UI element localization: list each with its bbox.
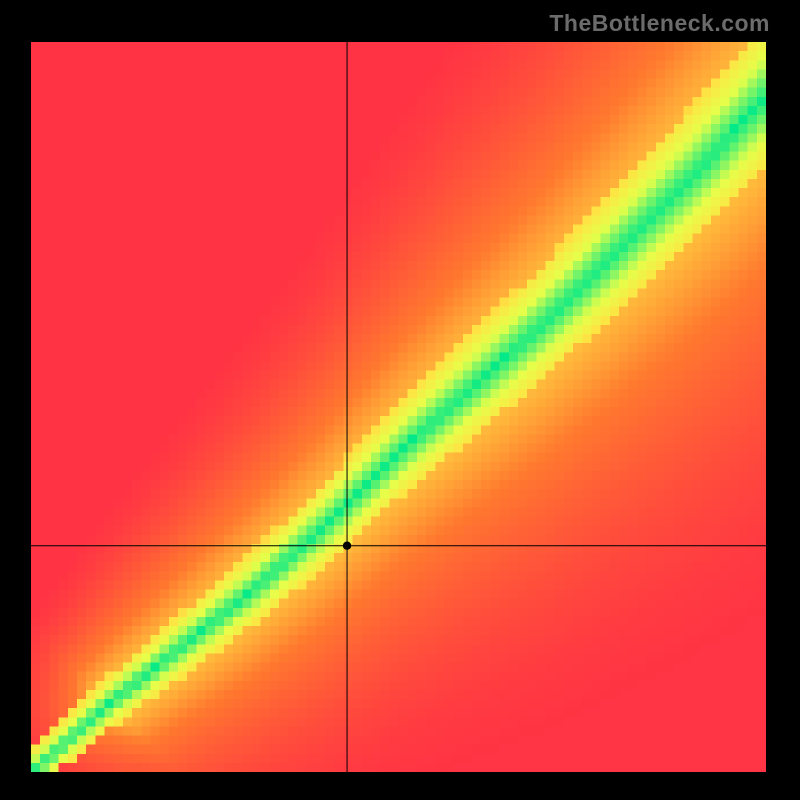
crosshair-marker: [343, 542, 351, 550]
watermark-text: TheBottleneck.com: [549, 10, 770, 37]
crosshair-overlay: [31, 42, 766, 772]
chart-container: { "source_watermark": { "text": "TheBott…: [0, 0, 800, 800]
